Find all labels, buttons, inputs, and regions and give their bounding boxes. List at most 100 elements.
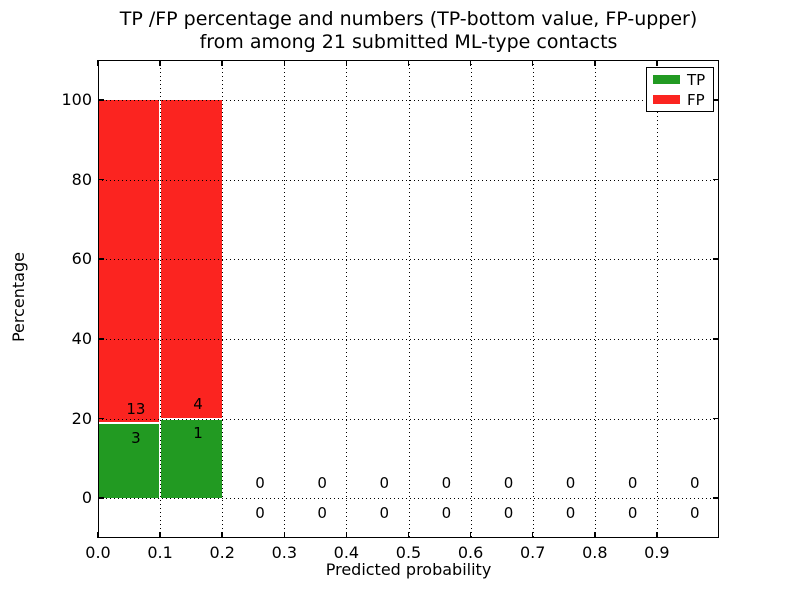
gridline-x-0.6 xyxy=(470,60,472,538)
annotation-fp-bin8: 0 xyxy=(627,474,638,493)
tick-y-right-40 xyxy=(713,338,719,340)
annotation-tp-bin2: 0 xyxy=(255,503,265,522)
legend-label-fp: FP xyxy=(687,90,705,109)
annotation-fp-bin6: 0 xyxy=(503,474,514,493)
tick-y-left-100 xyxy=(98,99,104,101)
tick-y-right-60 xyxy=(713,258,719,260)
tick-x-bottom-0.5 xyxy=(407,532,410,538)
x-tick-label-0.0: 0.0 xyxy=(85,543,111,562)
tick-y-right-20 xyxy=(713,417,719,420)
tick-x-top-0.4 xyxy=(345,60,348,66)
tick-x-top-0.7 xyxy=(531,60,534,66)
tick-x-bottom-0.8 xyxy=(594,532,596,538)
legend-entry-tp: TP xyxy=(653,72,713,88)
annotation-tp-bin3: 0 xyxy=(317,503,327,522)
x-axis-label: Predicted probability xyxy=(325,560,492,579)
tick-x-top-0.0 xyxy=(97,60,99,66)
gridline-x-0.9 xyxy=(656,60,658,538)
tick-y-right-100 xyxy=(713,99,719,101)
gridline-y-80 xyxy=(98,179,719,181)
annotation-fp-bin3: 0 xyxy=(317,474,327,493)
legend: TP FP xyxy=(646,67,714,112)
tick-y-right-0 xyxy=(713,497,719,499)
x-tick-label-0.6: 0.6 xyxy=(457,543,484,562)
legend-entry-fp: FP xyxy=(653,92,713,108)
legend-swatch-fp-icon xyxy=(653,95,680,104)
tick-y-left-0 xyxy=(98,497,104,499)
tick-x-top-0.6 xyxy=(469,60,472,66)
annotation-tp-bin6: 0 xyxy=(503,503,514,522)
tick-x-top-0.5 xyxy=(407,60,410,66)
y-tick-label-80: 80 xyxy=(71,169,92,189)
y-tick-label-60: 60 xyxy=(71,249,92,269)
annotation-fp-bin7: 0 xyxy=(565,474,576,493)
chart-title-line2: from among 21 submitted ML-type contacts xyxy=(199,31,618,53)
bar-segment-tp-bin0 xyxy=(98,423,161,499)
x-tick-label-0.3: 0.3 xyxy=(271,543,298,562)
legend-swatch-tp-icon xyxy=(653,75,680,84)
bar-segment-tp-bin1 xyxy=(160,418,223,499)
gridline-x-0.5 xyxy=(408,60,410,538)
x-tick-label-0.4: 0.4 xyxy=(333,543,360,562)
x-tick-label-0.9: 0.9 xyxy=(644,543,670,562)
annotation-tp-bin5: 0 xyxy=(441,503,452,522)
annotation-tp-bin8: 0 xyxy=(627,503,638,522)
y-axis-label: Percentage xyxy=(9,252,28,343)
y-tick-label-100: 100 xyxy=(61,89,92,109)
tick-x-top-0.3 xyxy=(283,60,286,66)
chart-title: TP /FP percentage and numbers (TP-bottom… xyxy=(98,8,719,54)
gridline-y-0 xyxy=(98,498,719,500)
gridline-x-0.3 xyxy=(284,60,286,538)
annotation-tp-bin0: 3 xyxy=(131,429,141,448)
gridline-x-0.1 xyxy=(160,60,162,538)
annotation-tp-bin9: 0 xyxy=(689,503,700,522)
tick-x-bottom-0.9 xyxy=(656,532,658,538)
y-tick-label-0: 0 xyxy=(81,488,92,508)
gridline-x-0.4 xyxy=(346,60,348,538)
tick-y-left-60 xyxy=(98,258,104,260)
gridline-x-0.2 xyxy=(222,60,224,538)
gridline-y-60 xyxy=(98,259,719,261)
tick-x-bottom-0.1 xyxy=(159,532,161,538)
tick-x-bottom-0.7 xyxy=(531,532,534,538)
x-tick-label-0.7: 0.7 xyxy=(519,543,546,562)
tick-y-left-80 xyxy=(98,178,104,181)
x-tick-label-0.8: 0.8 xyxy=(582,543,608,562)
chart-title-line1: TP /FP percentage and numbers (TP-bottom… xyxy=(119,8,698,30)
annotation-fp-bin5: 0 xyxy=(441,474,452,493)
tick-x-top-0.1 xyxy=(159,60,161,66)
annotation-fp-bin0: 13 xyxy=(126,399,146,418)
tick-x-top-0.9 xyxy=(656,60,658,66)
tick-y-left-20 xyxy=(98,417,104,420)
annotation-tp-bin1: 1 xyxy=(193,424,203,443)
tick-x-bottom-0.3 xyxy=(283,532,286,538)
tick-x-bottom-0.0 xyxy=(97,532,99,538)
gridline-y-20 xyxy=(98,418,719,420)
annotation-fp-bin4: 0 xyxy=(379,474,390,493)
tick-x-top-0.8 xyxy=(594,60,596,66)
tick-x-top-0.2 xyxy=(221,60,223,66)
tick-x-bottom-0.6 xyxy=(469,532,472,538)
x-tick-label-0.5: 0.5 xyxy=(395,543,422,562)
y-tick-label-40: 40 xyxy=(71,328,92,348)
annotation-fp-bin9: 0 xyxy=(689,474,700,493)
gridline-x-0.8 xyxy=(594,60,596,538)
bar-segment-divider-bin0 xyxy=(98,422,161,425)
tick-y-left-40 xyxy=(98,338,104,340)
gridline-x-0.7 xyxy=(532,60,534,538)
x-tick-label-0.1: 0.1 xyxy=(147,543,173,562)
annotation-fp-bin2: 0 xyxy=(255,474,265,493)
plot-area: 13 3 4 1 0 0 0 0 0 0 0 0 0 0 0 0 0 0 0 0 xyxy=(97,60,719,538)
tick-y-right-80 xyxy=(713,178,719,181)
annotation-tp-bin7: 0 xyxy=(565,503,576,522)
tick-x-bottom-0.2 xyxy=(221,532,223,538)
y-tick-label-20: 20 xyxy=(71,408,92,428)
x-tick-label-0.2: 0.2 xyxy=(209,543,235,562)
bar-segment-fp-bin0 xyxy=(98,99,161,424)
annotation-fp-bin1: 4 xyxy=(193,394,203,413)
annotation-tp-bin4: 0 xyxy=(379,503,390,522)
gridline-y-40 xyxy=(98,338,719,340)
tick-x-bottom-0.4 xyxy=(345,532,348,538)
legend-label-tp: TP xyxy=(687,70,706,89)
